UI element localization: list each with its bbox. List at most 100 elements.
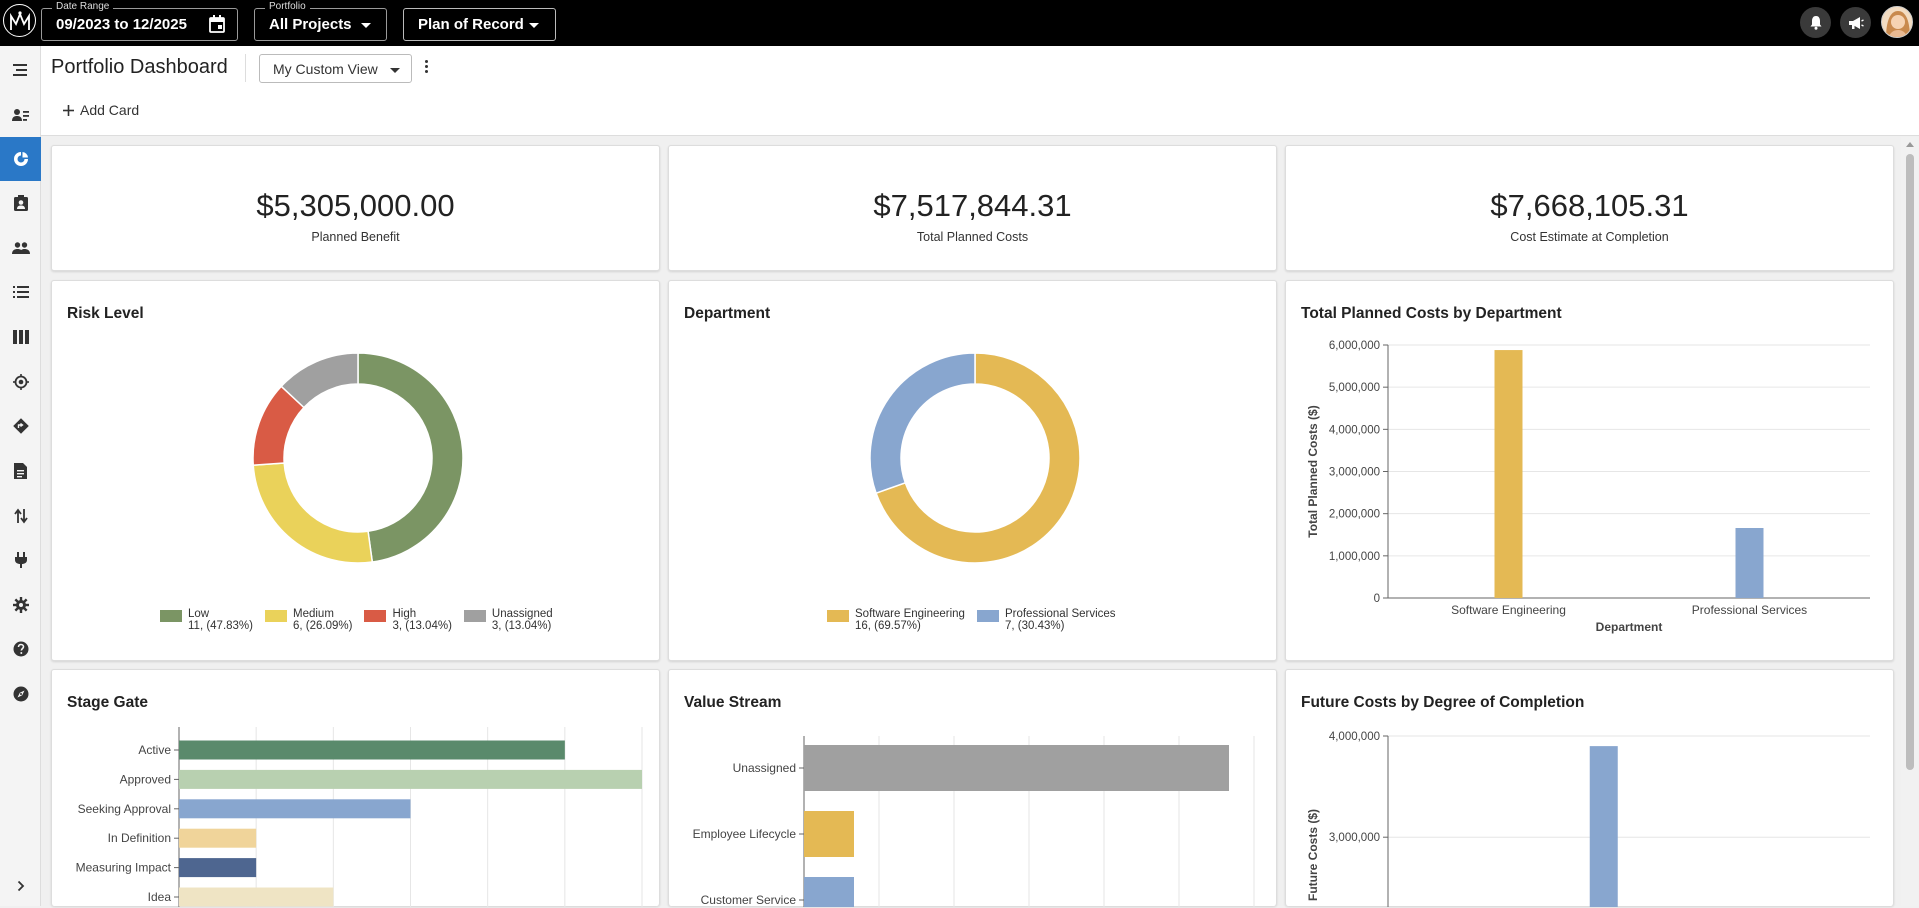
plan-select[interactable]: Plan of Record	[403, 8, 556, 41]
y-tick-label: Employee Lifecycle	[693, 827, 797, 841]
bar[interactable]	[804, 745, 1229, 791]
legend-swatch	[976, 610, 999, 622]
bar[interactable]	[179, 828, 257, 848]
donut-slice-professional-services[interactable]	[869, 352, 976, 495]
y-tick-label: 3,000,000	[1329, 467, 1380, 479]
user-avatar[interactable]	[1881, 6, 1913, 38]
legend-label: Software Engineering 16, (69.57%)	[855, 608, 965, 632]
risk-level-card: Risk Level Low 11, (47.83%) Medium 6, (26.0…	[51, 280, 660, 661]
sidebar-item-dashboard[interactable]	[0, 137, 41, 181]
header-divider	[245, 54, 246, 82]
bar[interactable]	[179, 769, 642, 789]
bell-icon	[1810, 16, 1821, 30]
sidebar-item-target[interactable]	[0, 360, 41, 404]
notifications-button[interactable]	[1800, 7, 1831, 38]
sidebar-item-list[interactable]	[0, 270, 41, 314]
bar[interactable]	[1735, 528, 1764, 598]
group-icon	[11, 242, 30, 254]
bar[interactable]	[179, 799, 411, 819]
scroll-up-arrow-icon[interactable]	[1906, 142, 1914, 147]
sidebar-item-settings[interactable]	[0, 583, 41, 627]
legend-item[interactable]: Software Engineering 16, (69.57%)	[827, 608, 965, 632]
bar[interactable]	[179, 858, 257, 878]
y-tick-label: Approved	[120, 772, 171, 786]
y-tick-label: 4,000,000	[1329, 424, 1380, 436]
sidebar-expand-button[interactable]	[0, 864, 41, 908]
sidebar-item-people[interactable]	[0, 93, 41, 137]
document-icon	[14, 463, 27, 479]
kpi-card-cost-estimate[interactable]: $7,668,105.31 Cost Estimate at Completio…	[1285, 145, 1894, 271]
kpi-value: $7,517,844.31	[873, 188, 1072, 223]
donut-slice-unassigned[interactable]	[280, 352, 359, 409]
y-tick-label: Measuring Impact	[76, 861, 172, 875]
y-tick-label: 6,000,000	[1329, 340, 1380, 352]
kpi-card-planned-benefit[interactable]: $5,305,000.00 Planned Benefit	[51, 145, 660, 271]
more-options-icon[interactable]	[425, 60, 429, 76]
y-tick-label: 1,000,000	[1329, 551, 1380, 563]
y-tick-label: Active	[138, 743, 171, 757]
legend-swatch	[160, 610, 182, 622]
y-tick-label: In Definition	[108, 831, 171, 845]
sidebar-item-integrations[interactable]	[0, 538, 41, 582]
sidebar-item-profiles[interactable]	[0, 181, 41, 225]
gear-icon	[12, 597, 29, 613]
portfolio-value: All Projects	[269, 16, 352, 33]
portfolio-select[interactable]: Portfolio All Projects	[254, 1, 387, 41]
sidebar-item-explore[interactable]	[0, 672, 41, 716]
view-select[interactable]: My Custom View	[259, 54, 412, 83]
app-logo-icon[interactable]	[3, 4, 36, 37]
columns-icon	[12, 330, 29, 344]
sidebar-item-help[interactable]	[0, 627, 41, 671]
bar[interactable]	[804, 811, 854, 857]
date-range-field[interactable]: Date Range 09/2023 to 12/2025	[41, 1, 238, 41]
sidebar-item-teams[interactable]	[0, 226, 41, 270]
legend-item[interactable]: High 3, (13.04%)	[364, 608, 452, 632]
calendar-icon[interactable]	[209, 15, 225, 38]
risk-level-donut	[252, 352, 464, 564]
page-title: Portfolio Dashboard	[51, 56, 228, 78]
future-costs-card: Future Costs by Degree of Completion 2,0…	[1285, 669, 1894, 907]
chevron-down-icon	[390, 68, 400, 73]
kpi-card-total-planned-costs[interactable]: $7,517,844.31 Total Planned Costs	[668, 145, 1277, 271]
page-scrollbar[interactable]	[1901, 137, 1919, 906]
donut-slice-low[interactable]	[357, 352, 464, 563]
bar[interactable]	[179, 740, 565, 760]
kpi-label: Total Planned Costs	[916, 230, 1029, 244]
id-card-icon	[13, 195, 28, 211]
bar[interactable]	[179, 887, 334, 907]
sidebar-item-documents[interactable]	[0, 449, 41, 493]
list-icon	[12, 286, 29, 298]
add-card-button[interactable]: Add Card	[63, 102, 139, 118]
y-tick-label: 4,000,000	[1329, 731, 1380, 743]
scrollbar-thumb[interactable]	[1906, 154, 1914, 770]
dashboard-header: Portfolio Dashboard My Custom View Add C…	[41, 46, 1919, 136]
announcements-button[interactable]	[1840, 7, 1871, 38]
donut-slice-medium[interactable]	[252, 462, 374, 564]
sidebar-item-board[interactable]	[0, 315, 41, 359]
bar[interactable]	[804, 877, 854, 907]
legend-item[interactable]: Professional Services 7, (30.43%)	[976, 608, 1116, 632]
compass-icon	[13, 686, 28, 702]
bar[interactable]	[1589, 746, 1618, 907]
legend-swatch	[827, 610, 849, 622]
dashboard-chart-icon	[13, 152, 28, 166]
legend-label: High 3, (13.04%)	[392, 608, 452, 632]
stage-gate-chart: Active Approved Seeking Approval In Definit…	[76, 727, 643, 907]
kpi-value: $7,668,105.31	[1490, 188, 1689, 223]
sidebar-item-roadmap[interactable]	[0, 404, 41, 448]
sidebar-item-menu[interactable]	[0, 48, 41, 92]
sidebar	[0, 46, 41, 906]
megaphone-icon	[1848, 16, 1864, 29]
value-stream-card: Value Stream Unassigned Employee Lifecycl…	[668, 669, 1277, 907]
y-tick-label: Idea	[148, 890, 172, 904]
sidebar-item-transfer[interactable]	[0, 494, 41, 538]
bar[interactable]	[1494, 350, 1523, 598]
plan-value: Plan of Record	[418, 16, 524, 33]
donut-slice-software-engineering[interactable]	[875, 352, 1081, 564]
legend-item[interactable]: Medium 6, (26.09%)	[265, 608, 352, 632]
legend-item[interactable]: Unassigned 3, (13.04%)	[463, 608, 553, 632]
legend-item[interactable]: Low 11, (47.83%)	[160, 608, 253, 632]
costs-by-department-chart: 0 1,000,000 2,000,000 3,000,000 4,000,000 5,0…	[1306, 340, 1870, 634]
legend-swatch	[463, 610, 486, 622]
